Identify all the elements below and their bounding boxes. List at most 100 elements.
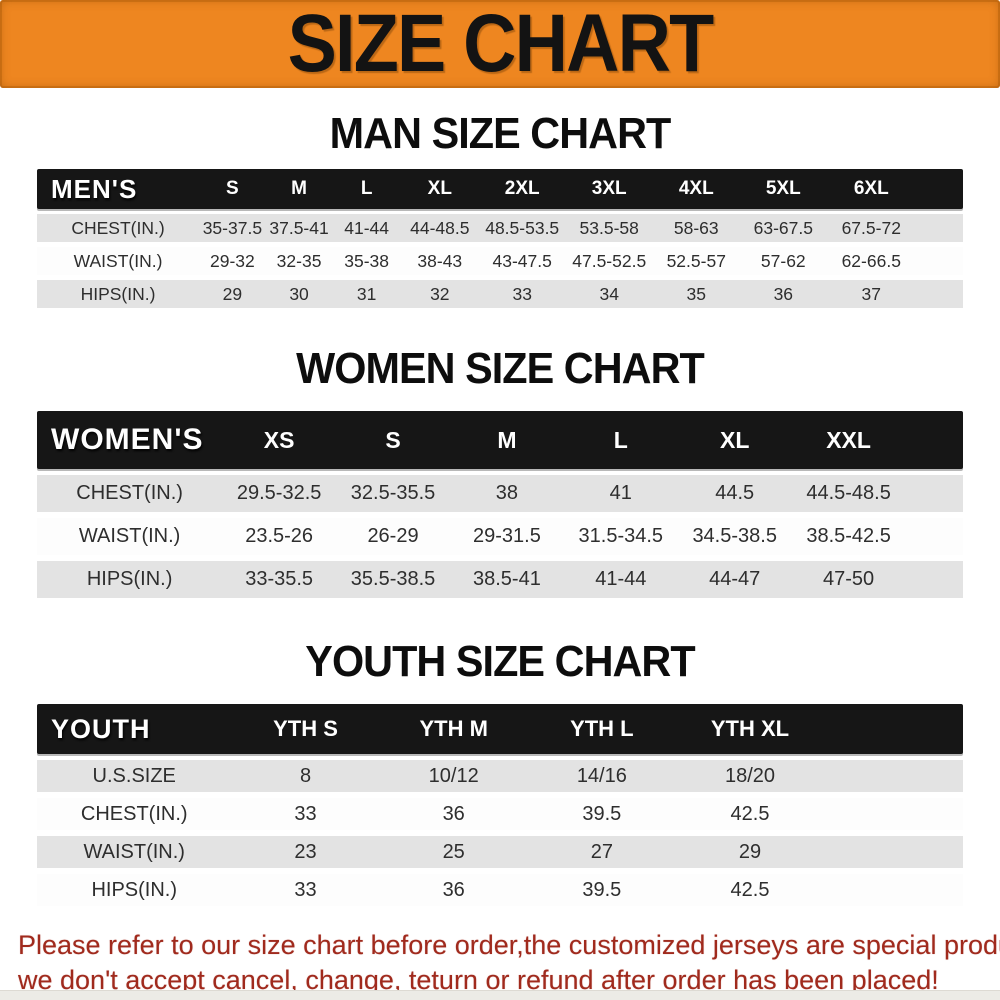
size-column-header: 2XL: [478, 169, 566, 209]
measurement-cell: 67.5-72: [841, 217, 901, 238]
measurement-cell: 29.5-32.5: [236, 482, 322, 504]
measurement-cell: 29: [222, 283, 243, 304]
size-column-header: M: [265, 169, 333, 209]
measurement-cell: 27: [590, 840, 613, 863]
measurement-cell: 18/20: [724, 764, 776, 787]
measurement-cell: 26-29: [367, 525, 419, 547]
measurement-cell: 36: [442, 802, 465, 825]
measurement-cell: 62-66.5: [841, 250, 901, 271]
measurement-cell: 29-31.5: [472, 525, 541, 547]
row-label: WAIST(IN.): [83, 840, 185, 863]
table-header-row: YOUTH YTH S YTH M YTH L YTH XL: [37, 704, 963, 754]
measurement-cell: 32: [430, 283, 450, 304]
measurement-cell: 35-38: [344, 250, 390, 271]
measurement-cell: 37.5-41: [269, 217, 329, 238]
measurement-cell: 34.5-38.5: [692, 525, 777, 547]
measurement-cell: 33: [512, 283, 532, 304]
measurement-cell: 38.5-41: [472, 568, 541, 590]
row-label: HIPS(IN.): [80, 283, 156, 304]
row-filler: [916, 280, 963, 308]
row-label: CHEST(IN.): [76, 482, 183, 504]
measurement-cell: 44-48.5: [410, 217, 470, 238]
size-column-header: L: [332, 169, 401, 209]
measurement-cell: 36: [773, 283, 794, 304]
measurement-cell: 39.5: [582, 802, 622, 825]
men-size-table: MEN'S S M L XL 2XL 3XL 4XL 5XL 6XL CHEST(IN.) 35-37…: [37, 164, 963, 313]
measurement-cell: 53.5-58: [579, 217, 639, 238]
size-column-header: M: [449, 411, 564, 469]
banner-title: SIZE CHART: [287, 0, 715, 89]
bottom-strip: [0, 990, 1000, 1000]
measurement-cell: 29-32: [210, 250, 255, 271]
measurement-cell: 39.5: [582, 878, 622, 901]
header-filler: [915, 169, 963, 209]
measurement-cell: 57-62: [760, 250, 806, 271]
measurement-row: CHEST(IN.) 29.5-32.5 32.5-35.5 38 41 44.5 44.5…: [37, 475, 963, 512]
table-corner-label: WOMEN'S: [37, 411, 223, 469]
youth-size-section: YOUTH SIZE CHART YOUTH YTH S YTH M YTH L YTH…: [0, 604, 1000, 912]
youth-size-chart-title: YOUTH SIZE CHART: [305, 637, 695, 686]
row-label: CHEST(IN.): [80, 802, 188, 825]
measurement-cell: 47-50: [823, 568, 875, 590]
size-column-header: 5XL: [739, 169, 827, 209]
measurement-cell: 14/16: [576, 764, 627, 787]
measurement-cell: 63-67.5: [753, 217, 813, 238]
size-column-header: XL: [677, 411, 792, 469]
measurement-cell: 32.5-35.5: [350, 482, 436, 504]
measurement-cell: 33: [294, 802, 317, 825]
size-column-header: XS: [222, 411, 337, 469]
measurement-row: CHEST(IN.) 35-37.5 37.5-41 41-44 44-48.5 48.5…: [37, 214, 963, 242]
women-size-table: WOMEN'S XS S M L XL XXL CHEST(IN.) 29.5-32.5 32.5…: [37, 405, 963, 604]
measurement-cell: 58-63: [673, 217, 719, 238]
measurement-row: HIPS(IN.) 33 36 39.5 42.5: [37, 874, 963, 906]
disclaimer-line-2: we don't accept cancel, change, teturn o…: [18, 964, 939, 995]
measurement-cell: 44.5-48.5: [806, 482, 891, 504]
women-size-section: WOMEN SIZE CHART WOMEN'S XS S M L XL XXL CHEST(…: [0, 313, 1000, 604]
size-chart-banner: SIZE CHART: [0, 0, 1000, 88]
youth-size-table: YOUTH YTH S YTH M YTH L YTH XL U.S.SIZE 8 10/12…: [37, 698, 963, 912]
size-column-header: YTH M: [379, 704, 528, 754]
measurement-cell: 48.5-53.5: [485, 217, 560, 238]
measurement-cell: 25: [442, 840, 465, 863]
measurement-cell: 10/12: [428, 764, 479, 787]
measurement-cell: 31: [356, 283, 377, 304]
measurement-cell: 44-47: [709, 568, 761, 590]
size-column-header: L: [563, 411, 678, 469]
row-label: WAIST(IN.): [73, 250, 163, 271]
measurement-row: CHEST(IN.) 33 36 39.5 42.5: [37, 798, 963, 830]
measurement-cell: 43-47.5: [492, 250, 552, 271]
measurement-row: WAIST(IN.) 29-32 32-35 35-38 38-43 43-47.5 47.…: [37, 247, 963, 275]
measurement-cell: 8: [299, 764, 312, 787]
measurement-row: WAIST(IN.) 23 25 27 29: [37, 836, 963, 868]
size-column-header: 4XL: [652, 169, 740, 209]
measurement-cell: 35.5-38.5: [350, 568, 436, 590]
size-column-header: XXL: [791, 411, 906, 469]
measurement-cell: 33: [294, 878, 317, 901]
row-filler: [824, 836, 963, 868]
row-filler: [916, 247, 963, 275]
disclaimer-line-1: Please refer to our size chart before or…: [18, 930, 1000, 960]
size-column-header: 3XL: [565, 169, 653, 209]
measurement-cell: 36: [442, 878, 465, 901]
row-filler: [906, 561, 963, 598]
measurement-cell: 41-44: [344, 217, 390, 238]
man-size-section: MAN SIZE CHART MEN'S S M L XL 2XL 3XL 4XL 5XL 6XL…: [0, 88, 1000, 313]
row-label: WAIST(IN.): [78, 525, 181, 547]
size-column-header: YTH L: [527, 704, 676, 754]
women-size-chart-title: WOMEN SIZE CHART: [296, 344, 705, 393]
measurement-cell: 38.5-42.5: [806, 525, 891, 547]
size-column-header: YTH S: [231, 704, 380, 754]
measurement-cell: 44.5: [715, 482, 755, 504]
measurement-cell: 31.5-34.5: [578, 525, 664, 547]
measurement-cell: 34: [599, 283, 619, 304]
measurement-cell: 52.5-57: [666, 250, 726, 271]
size-column-header: YTH XL: [675, 704, 825, 754]
row-label: CHEST(IN.): [71, 217, 165, 238]
row-filler: [916, 214, 963, 242]
man-size-chart-title: MAN SIZE CHART: [329, 109, 672, 158]
size-column-header: S: [199, 169, 266, 209]
measurement-cell: 32-35: [276, 250, 322, 271]
row-filler: [824, 798, 963, 830]
measurement-cell: 23: [294, 840, 317, 863]
measurement-cell: 42.5: [730, 802, 770, 825]
